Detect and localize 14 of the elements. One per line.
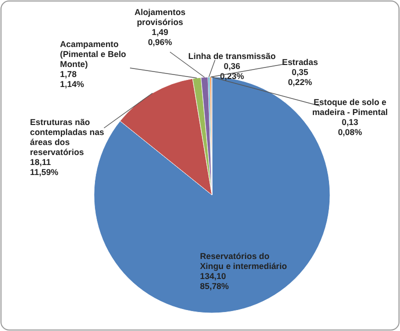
data-label: 134,10 85,78% [200, 270, 230, 291]
data-label: 1,49 0,96% [148, 26, 172, 47]
data-label: 1,78 1,14% [60, 68, 85, 89]
data-label: 0,36 0,23% [220, 60, 244, 81]
slice-label: Estradas [282, 56, 318, 67]
data-label: 0,13 0,08% [338, 116, 362, 137]
data-label: 18,11 11,59% [30, 156, 59, 177]
slice-label: Acampamento (Pimental e Belo Monte) [60, 38, 126, 69]
slice-label: Estruturas não contempladas nas áreas dos reservatórios [30, 116, 104, 157]
data-label: 0,35 0,22% [288, 66, 312, 87]
slice-label: Linha de transmissão [188, 50, 276, 61]
slice-label: Alojamentos provisórios [134, 6, 186, 27]
slice-label: Reservatórios do Xingu e intermediário [200, 250, 287, 271]
slice-label: Estoque de solo e madeira - Pimental [312, 96, 388, 117]
